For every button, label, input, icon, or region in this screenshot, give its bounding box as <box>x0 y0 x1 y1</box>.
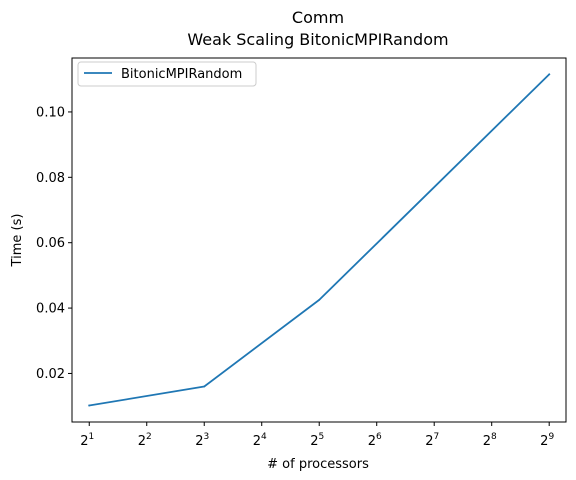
x-tick-base: 2 <box>80 434 88 449</box>
y-axis-ticks: 0.02 0.04 0.06 0.08 0.10 <box>36 105 72 382</box>
x-tick-base: 2 <box>425 434 433 449</box>
series-line <box>88 73 551 407</box>
x-tick-exponent: 8 <box>491 432 497 442</box>
data-point <box>88 404 91 407</box>
x-tick-exponent: 3 <box>204 432 210 442</box>
x-tick-exponent: 5 <box>318 432 324 442</box>
x-tick-base: 2 <box>540 434 548 449</box>
y-tick-label: 0.06 <box>36 236 65 251</box>
plot-frame <box>71 57 567 423</box>
x-axis-ticks: 21 22 23 24 25 26 27 28 29 <box>80 422 554 449</box>
x-tick-exponent: 4 <box>261 432 267 442</box>
x-tick-label: 21 <box>80 432 94 449</box>
legend-label: BitonicMPIRandom <box>121 67 242 82</box>
x-tick-base: 2 <box>368 434 376 449</box>
x-tick-label: 25 <box>310 432 324 449</box>
x-tick-label: 26 <box>368 432 382 449</box>
x-tick-base: 2 <box>310 434 318 449</box>
x-axis-label: # of processors <box>267 457 369 472</box>
x-tick-base: 2 <box>195 434 203 449</box>
x-tick-label: 22 <box>138 432 152 449</box>
x-tick-exponent: 9 <box>548 432 554 442</box>
x-tick-base: 2 <box>483 434 491 449</box>
y-tick-label: 0.04 <box>36 302 65 317</box>
x-tick-exponent: 1 <box>89 432 95 442</box>
chart-title: Comm <box>292 8 344 27</box>
chart-subtitle: Weak Scaling BitonicMPIRandom <box>187 30 448 49</box>
x-tick-label: 28 <box>483 432 497 449</box>
x-tick-base: 2 <box>253 434 261 449</box>
y-tick-label: 0.08 <box>36 171 65 186</box>
x-tick-label: 23 <box>195 432 209 449</box>
x-tick-label: 29 <box>540 432 554 449</box>
data-point <box>203 385 206 388</box>
data-point <box>548 73 551 76</box>
y-axis-label: Time (s) <box>10 214 25 268</box>
x-tick-label: 27 <box>425 432 439 449</box>
plot-area <box>88 73 551 407</box>
data-point <box>318 299 321 301</box>
y-tick-label: 0.02 <box>36 367 65 382</box>
x-tick-exponent: 7 <box>433 432 439 442</box>
y-tick-label: 0.10 <box>36 105 65 120</box>
legend: BitonicMPIRandom <box>77 61 257 87</box>
legend-box <box>77 61 257 87</box>
x-tick-exponent: 6 <box>376 432 382 442</box>
x-tick-base: 2 <box>138 434 146 449</box>
x-tick-label: 24 <box>253 432 267 449</box>
x-tick-exponent: 2 <box>146 432 152 442</box>
